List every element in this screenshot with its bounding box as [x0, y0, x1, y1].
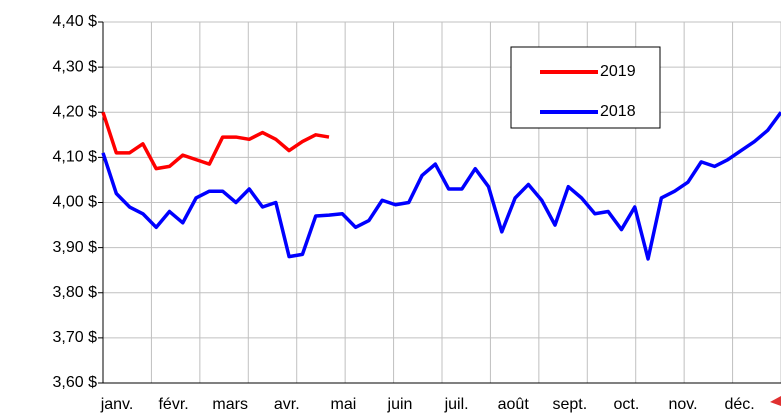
y-tick-label: 4,00 $	[53, 194, 98, 211]
y-tick-label: 3,70 $	[53, 329, 98, 346]
x-tick-label: avr.	[274, 396, 300, 413]
legend-label: 2018	[600, 103, 636, 120]
x-tick-label: oct.	[614, 396, 640, 413]
series-line	[101, 111, 330, 171]
x-tick-label: nov.	[668, 396, 697, 413]
x-tick-label: janv.	[100, 396, 134, 413]
x-tick-label: déc.	[724, 396, 754, 413]
y-tick-label: 4,20 $	[53, 103, 98, 120]
x-tick-label: août	[498, 396, 530, 413]
x-tick-label: juin	[387, 396, 413, 413]
y-tick-label: 4,30 $	[53, 58, 98, 75]
legend-box	[510, 46, 661, 129]
y-tick-label: 3,90 $	[53, 239, 98, 256]
legend-label: 2019	[600, 63, 636, 80]
x-tick-label: févr.	[158, 396, 188, 413]
x-tick-label: sept.	[552, 396, 587, 413]
x-tick-label: mai	[331, 396, 357, 413]
series-line	[101, 111, 781, 261]
corner-marker	[770, 396, 781, 406]
y-tick-label: 3,60 $	[53, 374, 98, 391]
y-tick-label: 4,10 $	[53, 149, 98, 166]
x-tick-label: juil.	[444, 396, 469, 413]
y-tick-label: 4,40 $	[53, 13, 98, 30]
x-tick-label: mars	[212, 396, 248, 413]
y-tick-label: 3,80 $	[53, 284, 98, 301]
